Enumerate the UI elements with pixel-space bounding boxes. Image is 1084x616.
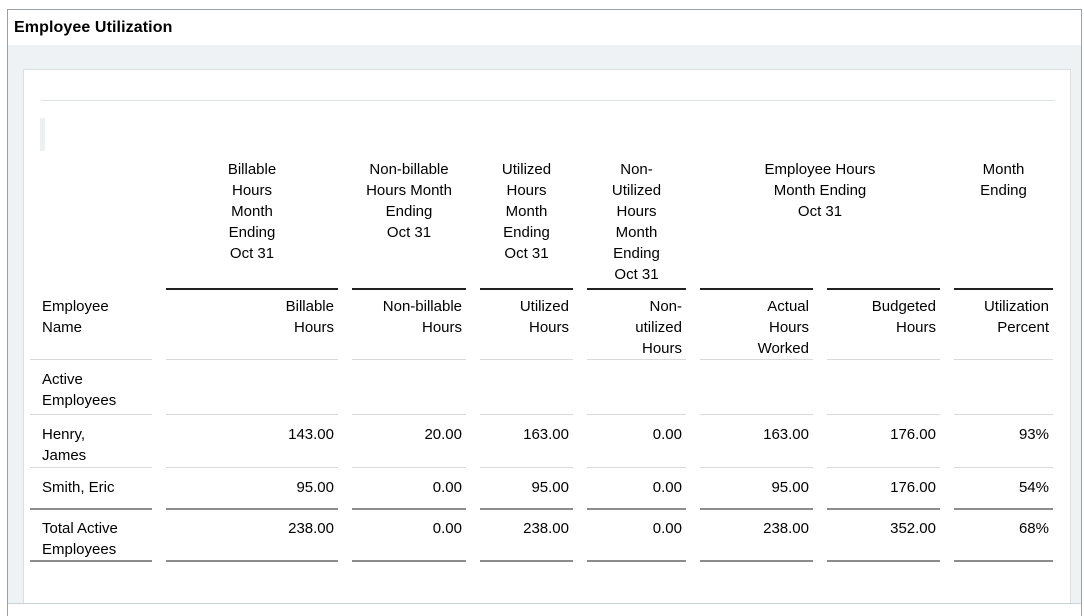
header-underline xyxy=(587,288,686,290)
report-window: Employee Utilization Billable Hours Mont… xyxy=(7,9,1082,616)
column-header-budgeted-hours: Budgeted Hours xyxy=(827,290,940,360)
header-underline xyxy=(954,288,1053,290)
cell-billable-hours: 95.00 xyxy=(166,468,338,510)
row-label: Active Employees xyxy=(30,360,152,415)
column-header-employee-name: Employee Name xyxy=(30,290,152,360)
cell-utilization-percent: 54% xyxy=(954,468,1053,510)
cell-utilization-percent xyxy=(954,360,1053,415)
page-title: Employee Utilization xyxy=(14,18,173,36)
row-label: Smith, Eric xyxy=(30,468,152,510)
cell-utilized-hours: 163.00 xyxy=(480,415,573,468)
cell-actual-hours-worked: 163.00 xyxy=(700,415,813,468)
col-group-non-utilized-hours: Non- Utilized Hours Month Ending Oct 31 xyxy=(611,161,662,283)
column-header-utilization-percent: Utilization Percent xyxy=(954,290,1053,360)
header-underline xyxy=(827,288,940,290)
cell-actual-hours-worked xyxy=(700,360,813,415)
cell-billable-hours: 143.00 xyxy=(166,415,338,468)
cell-utilized-hours: 95.00 xyxy=(480,468,573,510)
header-underline xyxy=(352,288,466,290)
header-underline xyxy=(700,288,813,290)
collapse-panel-handle[interactable] xyxy=(40,118,45,151)
cell-non-utilized-hours: 0.00 xyxy=(587,415,686,468)
row-label: Total Active Employees xyxy=(30,510,152,562)
cell-billable-hours: 238.00 xyxy=(166,510,338,562)
cell-budgeted-hours: 176.00 xyxy=(827,468,940,510)
column-header-non-utilized-hours: Non- utilized Hours xyxy=(587,290,686,360)
cell-non-billable-hours: 0.00 xyxy=(352,510,466,562)
report-panel: Billable Hours Month Ending Oct 31 Non-b… xyxy=(23,69,1071,603)
cell-budgeted-hours: 352.00 xyxy=(827,510,940,562)
page-body: Billable Hours Month Ending Oct 31 Non-b… xyxy=(8,45,1081,604)
col-group-billable-hours: Billable Hours Month Ending Oct 31 xyxy=(227,161,277,262)
cell-utilized-hours: 238.00 xyxy=(480,510,573,562)
col-group-month-ending: Month Ending xyxy=(980,161,1027,199)
cell-billable-hours xyxy=(166,360,338,415)
col-group-spacer xyxy=(30,158,152,288)
cell-actual-hours-worked: 95.00 xyxy=(700,468,813,510)
cell-utilized-hours xyxy=(480,360,573,415)
cell-non-billable-hours: 20.00 xyxy=(352,415,466,468)
cell-non-utilized-hours xyxy=(587,360,686,415)
cell-non-billable-hours xyxy=(352,360,466,415)
cell-non-utilized-hours: 0.00 xyxy=(587,510,686,562)
row-label: Henry, James xyxy=(30,415,152,468)
cell-budgeted-hours xyxy=(827,360,940,415)
column-header-non-billable-hours: Non-billable Hours xyxy=(352,290,466,360)
report-table: Billable Hours Month Ending Oct 31 Non-b… xyxy=(30,158,1053,562)
column-header-actual-hours-worked: Actual Hours Worked xyxy=(700,290,813,360)
cell-non-billable-hours: 0.00 xyxy=(352,468,466,510)
cell-non-utilized-hours: 0.00 xyxy=(587,468,686,510)
header-underline xyxy=(166,288,338,290)
cell-utilization-percent: 93% xyxy=(954,415,1053,468)
column-header-billable-hours: Billable Hours xyxy=(166,290,338,360)
header-underline xyxy=(480,288,573,290)
title-bar: Employee Utilization xyxy=(8,10,1081,45)
cell-utilization-percent: 68% xyxy=(954,510,1053,562)
cell-actual-hours-worked: 238.00 xyxy=(700,510,813,562)
col-group-employee-hours: Employee Hours Month Ending Oct 31 xyxy=(764,161,876,220)
col-group-non-billable-hours: Non-billable Hours Month Ending Oct 31 xyxy=(366,161,452,241)
column-header-utilized-hours: Utilized Hours xyxy=(480,290,573,360)
cell-budgeted-hours: 176.00 xyxy=(827,415,940,468)
panel-divider xyxy=(41,100,1055,101)
col-group-utilized-hours: Utilized Hours Month Ending Oct 31 xyxy=(501,161,552,262)
